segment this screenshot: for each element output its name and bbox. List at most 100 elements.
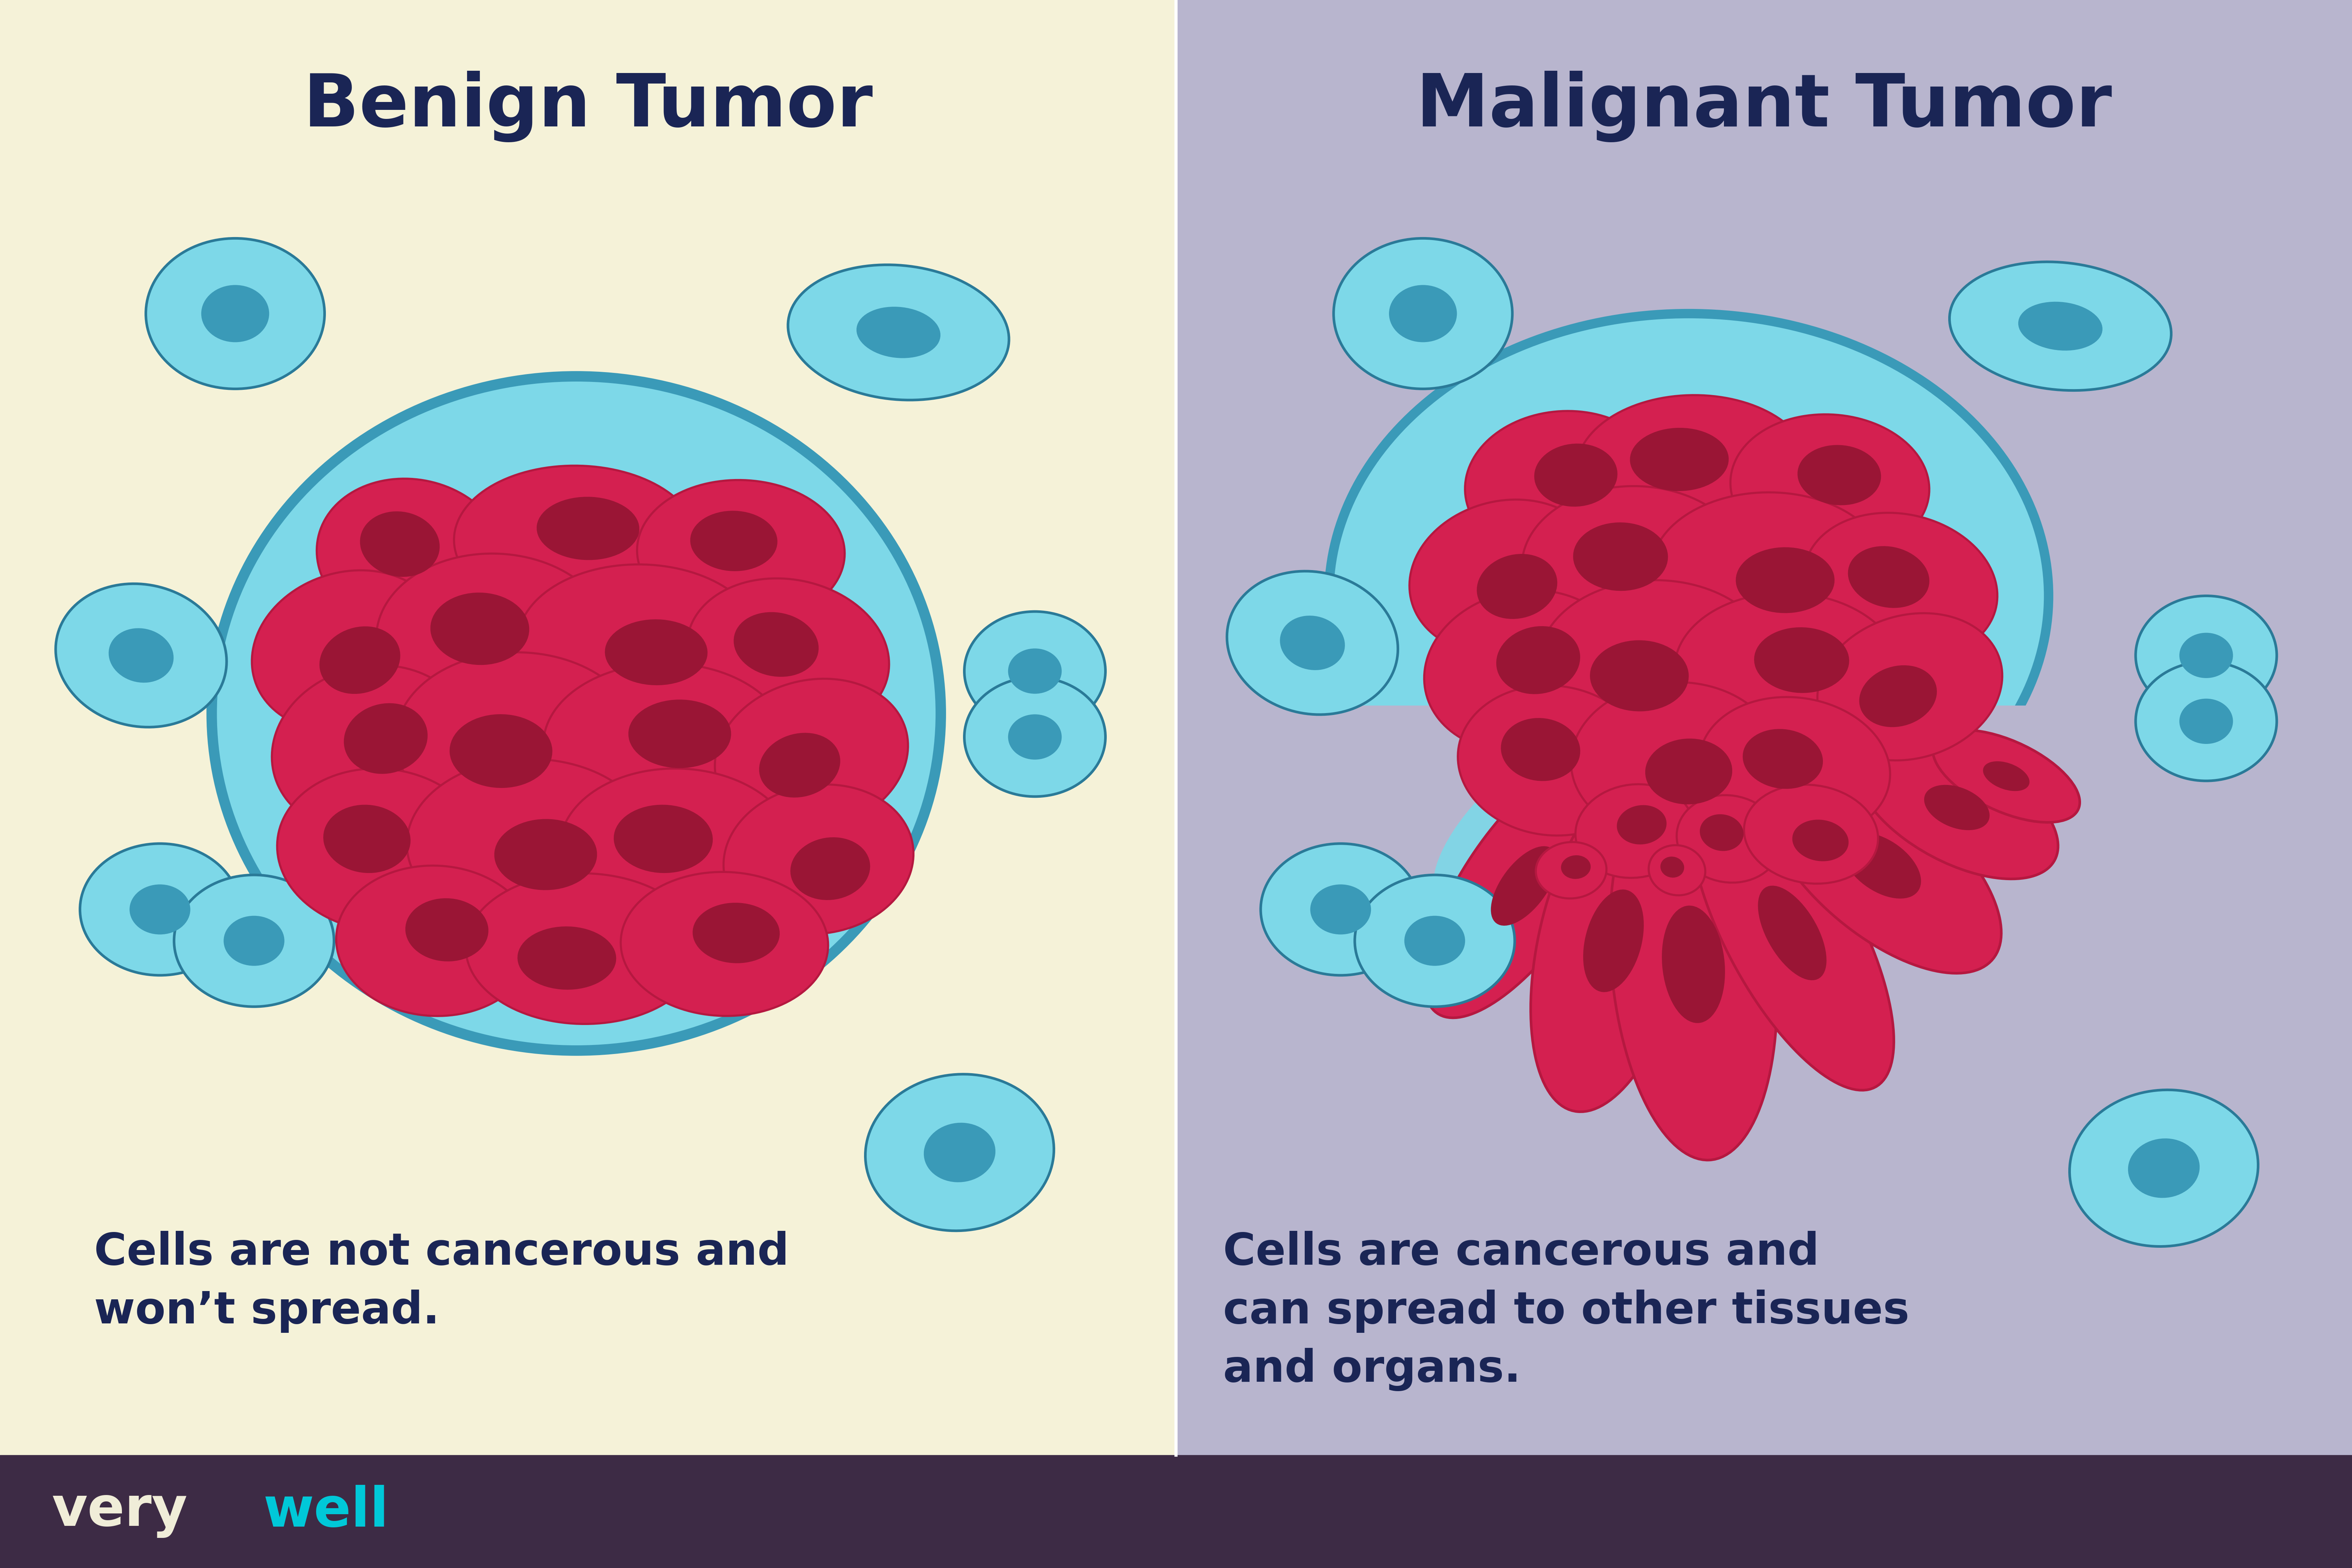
Ellipse shape — [1531, 770, 1696, 1112]
Ellipse shape — [1745, 784, 1877, 884]
Ellipse shape — [395, 652, 640, 828]
Ellipse shape — [1465, 411, 1663, 561]
Ellipse shape — [760, 732, 840, 798]
Ellipse shape — [1261, 844, 1421, 975]
Ellipse shape — [1950, 262, 2171, 390]
Ellipse shape — [407, 759, 652, 928]
Ellipse shape — [964, 612, 1105, 731]
Ellipse shape — [1691, 776, 1893, 1090]
Ellipse shape — [223, 916, 285, 966]
Ellipse shape — [734, 612, 818, 677]
Ellipse shape — [273, 665, 470, 834]
Ellipse shape — [1423, 754, 1625, 1018]
Ellipse shape — [536, 497, 640, 560]
Ellipse shape — [689, 511, 779, 571]
Ellipse shape — [628, 699, 731, 768]
Ellipse shape — [790, 837, 870, 900]
Text: Cells are cancerous and
can spread to other tissues
and organs.: Cells are cancerous and can spread to ot… — [1223, 1231, 1910, 1391]
Ellipse shape — [1804, 513, 1997, 660]
Ellipse shape — [174, 875, 334, 1007]
Ellipse shape — [1494, 801, 1611, 930]
Ellipse shape — [715, 679, 908, 833]
Ellipse shape — [405, 898, 489, 961]
Ellipse shape — [1677, 795, 1780, 883]
Ellipse shape — [322, 804, 412, 873]
Ellipse shape — [1491, 847, 1557, 925]
Ellipse shape — [517, 927, 616, 989]
Ellipse shape — [1501, 718, 1581, 781]
Ellipse shape — [1576, 784, 1693, 878]
Ellipse shape — [1534, 444, 1618, 506]
Ellipse shape — [376, 554, 612, 726]
Ellipse shape — [2136, 596, 2277, 715]
Ellipse shape — [430, 593, 529, 665]
Ellipse shape — [449, 713, 553, 789]
Ellipse shape — [1329, 314, 2049, 878]
Ellipse shape — [691, 903, 781, 963]
Ellipse shape — [1496, 626, 1581, 695]
Ellipse shape — [1731, 414, 1929, 558]
Bar — [0, 0, 1176, 1455]
Ellipse shape — [637, 480, 844, 624]
Ellipse shape — [336, 866, 534, 1016]
Ellipse shape — [343, 702, 428, 775]
Ellipse shape — [614, 804, 713, 873]
Ellipse shape — [454, 466, 699, 616]
Ellipse shape — [1573, 522, 1668, 591]
Ellipse shape — [1538, 580, 1773, 750]
Ellipse shape — [2070, 1090, 2258, 1247]
Ellipse shape — [252, 571, 445, 731]
Ellipse shape — [259, 420, 894, 1007]
Ellipse shape — [2018, 301, 2103, 351]
Ellipse shape — [1736, 547, 1835, 613]
Ellipse shape — [212, 376, 941, 1051]
Bar — [1176, 0, 2352, 1455]
Ellipse shape — [724, 784, 913, 935]
Ellipse shape — [129, 884, 191, 935]
Ellipse shape — [146, 238, 325, 389]
Ellipse shape — [1818, 721, 1945, 847]
Ellipse shape — [318, 478, 506, 635]
Ellipse shape — [1009, 715, 1061, 759]
Ellipse shape — [1583, 889, 1644, 993]
Ellipse shape — [202, 285, 268, 342]
Ellipse shape — [1644, 739, 1733, 804]
Ellipse shape — [1390, 285, 1456, 342]
Ellipse shape — [56, 583, 226, 728]
Ellipse shape — [494, 818, 597, 891]
Ellipse shape — [560, 768, 795, 931]
Ellipse shape — [80, 844, 240, 975]
Ellipse shape — [2129, 1138, 2199, 1198]
Ellipse shape — [1009, 649, 1061, 693]
Ellipse shape — [278, 768, 485, 931]
Ellipse shape — [1355, 875, 1515, 1007]
Ellipse shape — [1334, 238, 1512, 389]
Ellipse shape — [1983, 762, 2030, 790]
Ellipse shape — [1661, 856, 1684, 878]
Ellipse shape — [1792, 820, 1849, 861]
Text: Benign Tumor: Benign Tumor — [303, 71, 873, 143]
Ellipse shape — [788, 265, 1009, 400]
Ellipse shape — [1279, 616, 1345, 670]
Ellipse shape — [1762, 757, 2002, 974]
Ellipse shape — [1371, 336, 2006, 825]
Ellipse shape — [360, 511, 440, 577]
Ellipse shape — [1590, 640, 1689, 712]
Ellipse shape — [1856, 735, 2058, 880]
Ellipse shape — [1858, 665, 1938, 728]
Ellipse shape — [687, 579, 889, 732]
Ellipse shape — [320, 626, 400, 695]
Ellipse shape — [1228, 571, 1397, 715]
Ellipse shape — [1432, 740, 1602, 906]
Ellipse shape — [1609, 768, 1778, 1160]
Text: well: well — [263, 1485, 388, 1538]
Ellipse shape — [1310, 884, 1371, 935]
Ellipse shape — [1649, 845, 1705, 895]
Ellipse shape — [2180, 699, 2232, 743]
Ellipse shape — [1616, 804, 1668, 845]
Ellipse shape — [517, 564, 762, 721]
Ellipse shape — [1743, 729, 1823, 789]
Ellipse shape — [964, 677, 1105, 797]
Ellipse shape — [1757, 886, 1828, 980]
Ellipse shape — [1797, 445, 1882, 505]
